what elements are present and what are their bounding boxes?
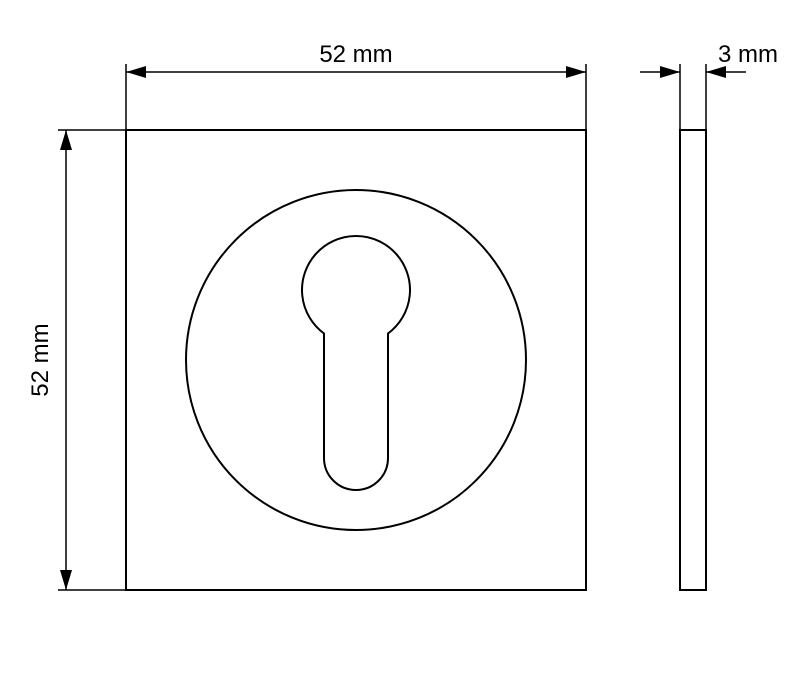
escutcheon-square	[126, 130, 586, 590]
side-view	[680, 130, 706, 590]
dim-height-label: 52 mm	[27, 323, 54, 396]
keyhole-profile	[302, 236, 410, 490]
front-view	[126, 130, 586, 590]
dim-thickness-label: 3 mm	[718, 41, 778, 68]
dim-width-label: 52 mm	[319, 41, 392, 68]
escutcheon-circle	[186, 190, 526, 530]
technical-drawing: 52 mm 52 mm 3 mm	[0, 0, 800, 700]
